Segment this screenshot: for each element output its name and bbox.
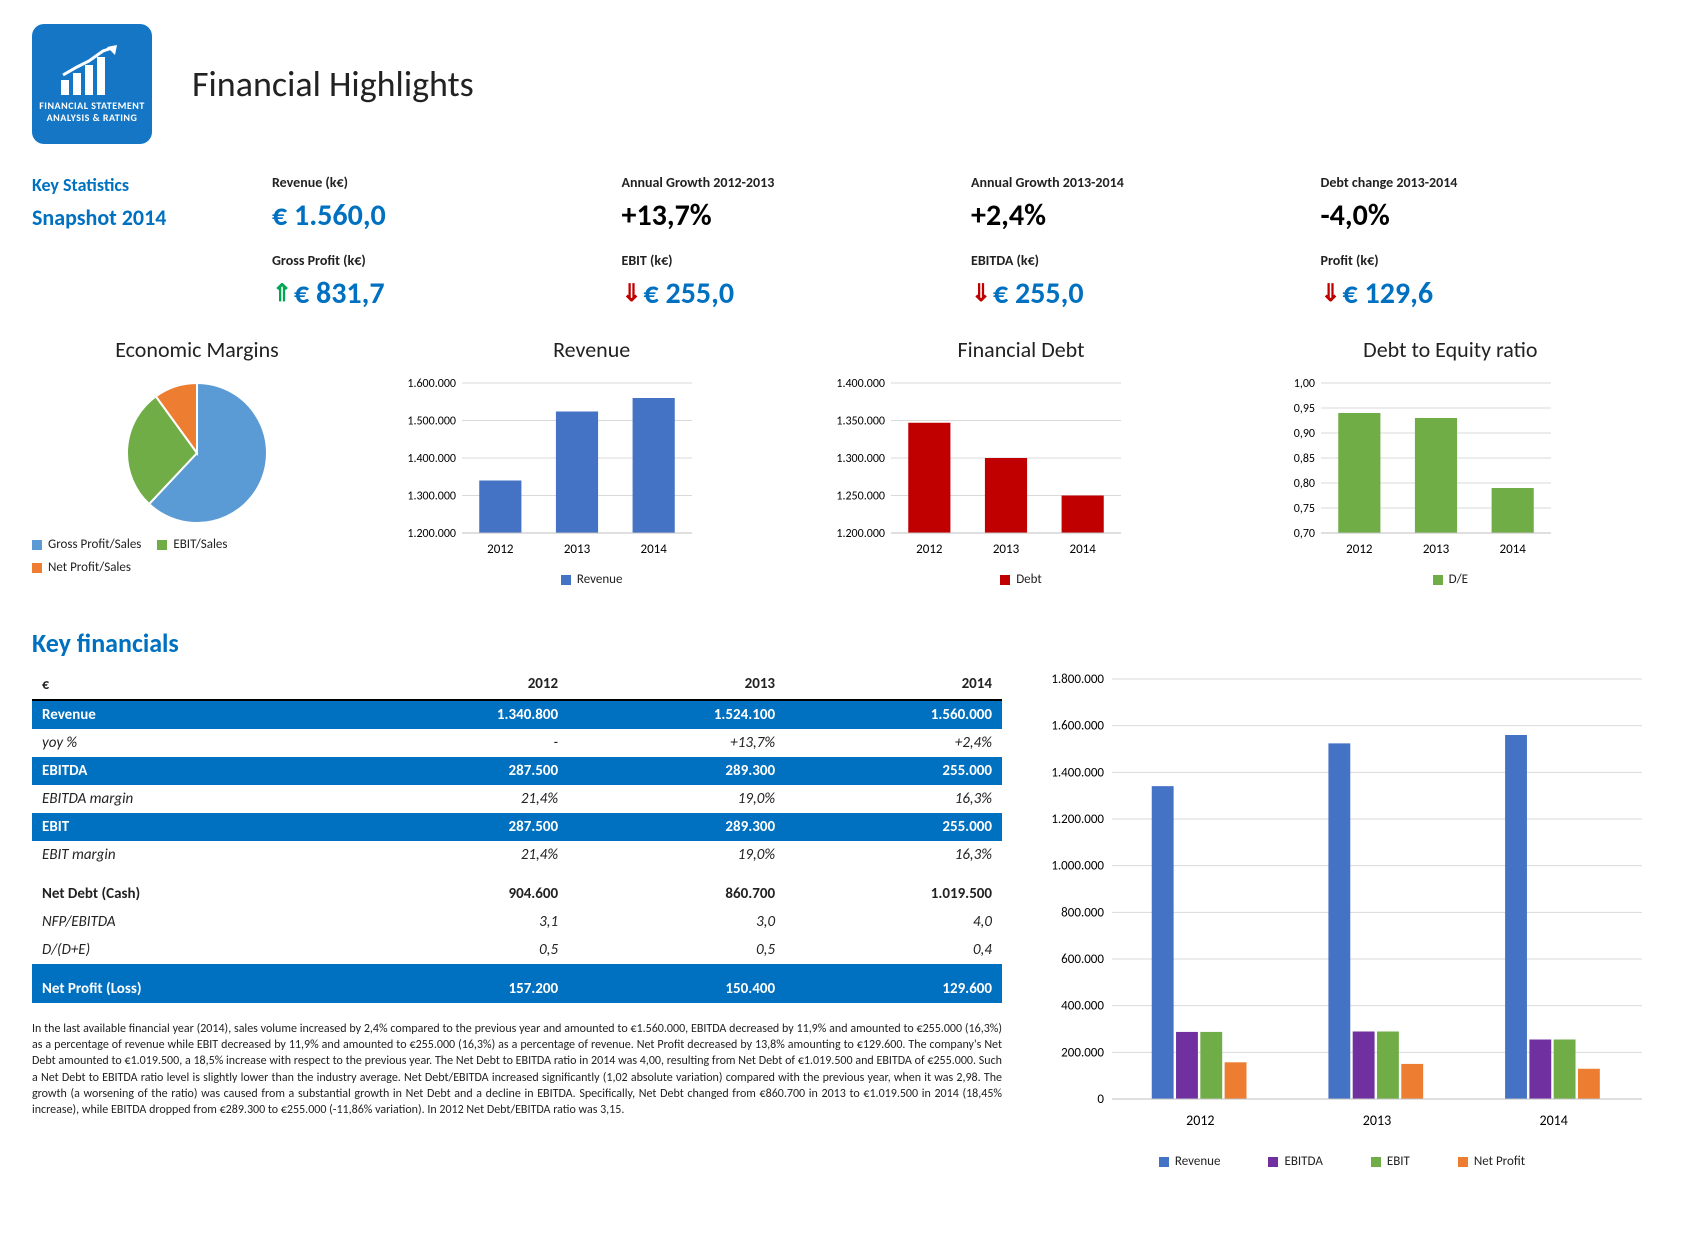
revenue-value: € 1.560,0 bbox=[272, 197, 602, 234]
svg-text:1.600.000: 1.600.000 bbox=[1051, 719, 1104, 734]
growth2-label: Annual Growth 2013-2014 bbox=[971, 174, 1301, 191]
svg-text:2012: 2012 bbox=[1346, 542, 1373, 557]
de-legend: D/E bbox=[1251, 572, 1650, 587]
snapshot-label: Snapshot 2014 bbox=[32, 204, 252, 231]
svg-text:1.200.000: 1.200.000 bbox=[407, 527, 456, 541]
pie-legend: Gross Profit/SalesEBIT/SalesNet Profit/S… bbox=[32, 533, 362, 579]
charts-row: Economic Margins Gross Profit/SalesEBIT/… bbox=[32, 336, 1650, 587]
svg-text:1.250.000: 1.250.000 bbox=[837, 490, 886, 504]
svg-text:1.200.000: 1.200.000 bbox=[1051, 812, 1104, 827]
svg-text:2014: 2014 bbox=[1070, 542, 1097, 557]
svg-text:2014: 2014 bbox=[1539, 1112, 1567, 1129]
pie-chart: Economic Margins Gross Profit/SalesEBIT/… bbox=[32, 336, 362, 587]
svg-text:0,90: 0,90 bbox=[1293, 427, 1314, 441]
revenue-chart: Revenue 1.200.000 1.300.000 1.400.000 1.500… bbox=[392, 336, 791, 587]
revenue-label: Revenue (k€) bbox=[272, 174, 602, 191]
ebitda-value: € 255,0 bbox=[993, 275, 1084, 312]
de-chart: Debt to Equity ratio 0,70 0,75 0,80 0,85 0,9… bbox=[1251, 336, 1650, 587]
svg-text:400.000: 400.000 bbox=[1061, 999, 1104, 1014]
revenue-legend: Revenue bbox=[392, 572, 791, 587]
down-arrow-icon: ⇓ bbox=[622, 279, 640, 308]
svg-text:1,00: 1,00 bbox=[1293, 377, 1314, 391]
svg-text:1.300.000: 1.300.000 bbox=[407, 490, 456, 504]
debt-change-value: -4,0% bbox=[1321, 197, 1651, 234]
svg-text:600.000: 600.000 bbox=[1061, 952, 1104, 967]
pie-title: Economic Margins bbox=[32, 336, 362, 363]
ebit-value: € 255,0 bbox=[644, 275, 735, 312]
svg-text:2013: 2013 bbox=[1363, 1112, 1391, 1129]
svg-text:1.400.000: 1.400.000 bbox=[1051, 765, 1104, 780]
svg-text:0,85: 0,85 bbox=[1293, 452, 1314, 466]
svg-text:1.800.000: 1.800.000 bbox=[1051, 672, 1104, 687]
svg-text:2014: 2014 bbox=[640, 542, 667, 557]
profit-label: Profit (k€) bbox=[1321, 252, 1651, 269]
key-financials-title: Key financials bbox=[32, 627, 1650, 659]
svg-text:1.300.000: 1.300.000 bbox=[837, 452, 886, 466]
revenue-chart-title: Revenue bbox=[392, 336, 791, 363]
svg-text:0,95: 0,95 bbox=[1293, 402, 1314, 416]
svg-text:1.600.000: 1.600.000 bbox=[407, 377, 456, 391]
svg-text:1.400.000: 1.400.000 bbox=[837, 377, 886, 391]
growth1-value: +13,7% bbox=[622, 197, 952, 234]
growth2-value: +2,4% bbox=[971, 197, 1301, 234]
svg-text:0,80: 0,80 bbox=[1293, 477, 1314, 491]
svg-text:2012: 2012 bbox=[1186, 1112, 1214, 1129]
svg-text:1.350.000: 1.350.000 bbox=[837, 415, 886, 429]
svg-text:1.400.000: 1.400.000 bbox=[407, 452, 456, 466]
logo-line2: ANALYSIS & RATING bbox=[47, 111, 138, 124]
de-chart-title: Debt to Equity ratio bbox=[1251, 336, 1650, 363]
debt-chart: Financial Debt 1.200.000 1.250.000 1.300.0… bbox=[821, 336, 1220, 587]
header: FINANCIAL STATEMENTANALYSIS & RATING Fin… bbox=[32, 24, 1650, 144]
ebitda-label: EBITDA (k€) bbox=[971, 252, 1301, 269]
svg-text:2012: 2012 bbox=[487, 542, 514, 557]
growth1-label: Annual Growth 2012-2013 bbox=[622, 174, 952, 191]
bottom-section: €201220132014 Revenue1.340.8001.524.1001… bbox=[32, 669, 1650, 1169]
svg-text:0,75: 0,75 bbox=[1293, 502, 1314, 516]
narrative-text: In the last available financial year (20… bbox=[32, 1021, 1002, 1118]
svg-text:2013: 2013 bbox=[993, 542, 1020, 557]
big-chart-legend: RevenueEBITDAEBITNet Profit bbox=[1032, 1154, 1652, 1169]
debt-chart-title: Financial Debt bbox=[821, 336, 1220, 363]
up-arrow-icon: ⇑ bbox=[272, 279, 290, 308]
svg-text:2014: 2014 bbox=[1499, 542, 1526, 557]
grouped-bar-chart: 0 200.000 400.000 600.000 800.000 1.000.000 1.… bbox=[1032, 669, 1652, 1169]
svg-text:200.000: 200.000 bbox=[1061, 1045, 1104, 1060]
debt-legend: Debt bbox=[821, 572, 1220, 587]
ebit-label: EBIT (k€) bbox=[622, 252, 952, 269]
page-title: Financial Highlights bbox=[192, 62, 474, 106]
key-stats: Key Statistics Snapshot 2014 Revenue (k€… bbox=[32, 174, 1650, 312]
svg-text:1.200.000: 1.200.000 bbox=[837, 527, 886, 541]
gross-profit-label: Gross Profit (k€) bbox=[272, 252, 602, 269]
svg-text:1.500.000: 1.500.000 bbox=[407, 415, 456, 429]
svg-text:2013: 2013 bbox=[564, 542, 591, 557]
svg-text:0,70: 0,70 bbox=[1293, 527, 1314, 541]
financials-table: €201220132014 Revenue1.340.8001.524.1001… bbox=[32, 669, 1002, 1003]
profit-value: € 129,6 bbox=[1343, 275, 1434, 312]
debt-change-label: Debt change 2013-2014 bbox=[1321, 174, 1651, 191]
section-label: Key Statistics bbox=[32, 174, 252, 196]
svg-text:0: 0 bbox=[1097, 1092, 1104, 1107]
svg-text:2012: 2012 bbox=[916, 542, 943, 557]
down-arrow-icon: ⇓ bbox=[971, 279, 989, 308]
svg-text:2013: 2013 bbox=[1422, 542, 1449, 557]
svg-text:800.000: 800.000 bbox=[1061, 905, 1104, 920]
gross-profit-value: € 831,7 bbox=[294, 275, 385, 312]
svg-text:1.000.000: 1.000.000 bbox=[1051, 859, 1104, 874]
logo: FINANCIAL STATEMENTANALYSIS & RATING bbox=[32, 24, 152, 144]
down-arrow-icon: ⇓ bbox=[1321, 279, 1339, 308]
